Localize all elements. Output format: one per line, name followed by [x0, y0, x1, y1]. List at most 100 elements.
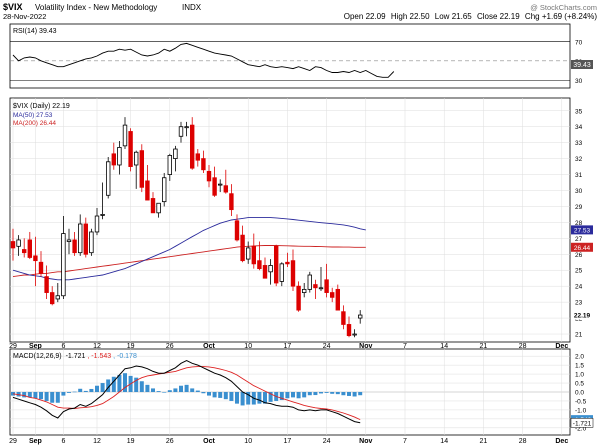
rsi-grid: [10, 41, 570, 81]
rsi-panel: 305070 RSI(14) 39.43 39.43: [9, 23, 593, 89]
candle: [66, 228, 72, 255]
date-tick-label: 24: [323, 343, 331, 350]
macd-hist-bar: [156, 391, 161, 392]
date-tick-label: 17: [284, 438, 292, 445]
macd-hist-bar: [162, 392, 167, 393]
candle: [33, 236, 38, 287]
price-tick-label: 35: [575, 108, 583, 115]
candle: [184, 121, 189, 137]
candle: [50, 286, 55, 306]
macd-hist-bar: [111, 376, 116, 392]
candle: [318, 267, 324, 291]
macd-value-badge-box: [570, 418, 594, 428]
candle: [100, 182, 105, 220]
candle: [195, 149, 200, 167]
candle-body: [257, 260, 262, 270]
candle: [167, 153, 172, 181]
candles: [10, 117, 363, 338]
candle-body: [341, 311, 346, 325]
macd-hist-bar: [279, 392, 284, 401]
macd-tick-label: -1.0: [575, 407, 587, 414]
candle-body: [262, 265, 268, 279]
candle: [279, 262, 284, 287]
candle-body: [313, 284, 318, 289]
candle-body: [61, 233, 66, 297]
candle: [329, 287, 335, 303]
macd-tick-label: 0.0: [575, 390, 584, 397]
candle-body: [122, 124, 128, 147]
macd-grid: [10, 349, 570, 435]
candle-body: [212, 177, 217, 196]
macd-line: [12, 360, 361, 424]
candle: [262, 257, 268, 279]
candle: [156, 202, 161, 218]
candle-body: [21, 249, 27, 254]
candle-body: [352, 333, 357, 336]
macd-hist-bar: [167, 390, 172, 392]
candle-body: [66, 239, 72, 242]
date-tick-label: Oct: [203, 438, 215, 445]
macd-hist-bar: [212, 392, 217, 398]
candle-body: [285, 261, 290, 265]
macd-badges: -1.543-1.721: [570, 415, 594, 428]
candle: [117, 141, 122, 175]
candle: [189, 117, 195, 170]
macd-hist-bar: [139, 381, 144, 392]
candle: [335, 284, 340, 311]
candle-body: [33, 255, 38, 262]
price-tick-label: 21: [575, 332, 583, 339]
candle: [341, 305, 346, 330]
macd-hist-bar: [151, 388, 155, 392]
date-tick-label: Nov: [359, 438, 372, 445]
date-tick-label: 29: [9, 343, 17, 350]
candle: [145, 164, 150, 201]
candle: [78, 214, 83, 256]
macd-hist-bar: [319, 392, 323, 394]
candle: [55, 282, 60, 303]
candle: [285, 252, 290, 268]
candle-body: [201, 158, 206, 171]
candle-body: [251, 245, 256, 265]
candle-body: [223, 185, 228, 193]
rsi-tick-label: 30: [575, 78, 583, 85]
candle-body: [217, 183, 223, 186]
candle-body: [128, 131, 133, 167]
price-grid: [10, 98, 570, 342]
candle-body: [55, 295, 60, 300]
candle-body: [78, 223, 83, 254]
candle-body: [106, 161, 111, 196]
security-name: Volatility Index - New Methodology: [35, 3, 157, 12]
candle-body: [133, 151, 139, 166]
macd-hist-bar: [229, 392, 234, 401]
macd-hist-bar: [291, 392, 295, 398]
candle: [257, 241, 262, 271]
candle: [61, 216, 66, 299]
macd-hist-bar: [195, 390, 200, 392]
chart-date: 28-Nov-2022: [3, 12, 46, 21]
candle-body: [329, 292, 335, 298]
macd-hist-bar: [50, 392, 55, 403]
ma200-badge-box: [571, 242, 593, 252]
macd-hist-bar: [257, 392, 262, 404]
macd-tick-label: 1.5: [575, 363, 584, 370]
candle-body: [189, 124, 195, 169]
macd-hist-bar: [358, 392, 363, 396]
date-tick-label: Dec: [555, 438, 568, 445]
candle: [301, 282, 307, 298]
price-badges: 27.53 26.44 22.19: [571, 225, 593, 320]
macd-hist-bar: [72, 391, 77, 393]
candle: [173, 145, 178, 172]
candle: [83, 217, 88, 258]
macd-hist-bar: [335, 392, 340, 395]
macd-tick-label: 1.0: [575, 372, 584, 379]
candle-body: [117, 147, 122, 166]
macd-value-badge: -1.721: [573, 420, 592, 427]
macd-hist-bar: [235, 392, 239, 404]
date-tick-label: 10: [244, 438, 252, 445]
macd-hist-bar: [207, 392, 211, 396]
candle-body: [178, 126, 184, 137]
date-tick-label: 29: [9, 438, 17, 445]
candle-body: [72, 239, 77, 254]
date-tick-label: 10: [244, 343, 252, 350]
date-tick-label: 14: [440, 438, 448, 445]
